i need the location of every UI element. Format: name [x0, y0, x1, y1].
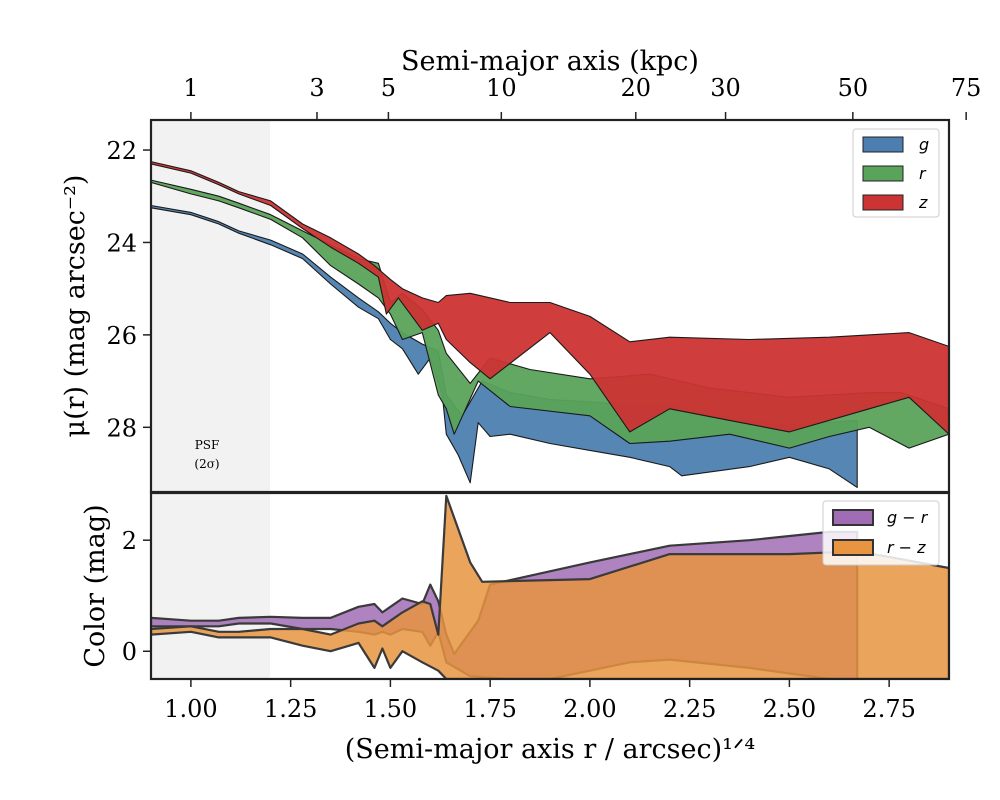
legend-swatch-z [862, 194, 904, 211]
bottom-axis-tick-label: 2.25 [663, 695, 716, 723]
bottom-axis-tick-label: 2.50 [763, 695, 816, 723]
bottom-panel-frame [149, 491, 951, 681]
legend-label-r: r [919, 164, 927, 183]
top-axis-tick-label: 1 [183, 74, 198, 102]
legend-swatch-g-r [832, 509, 874, 526]
top-panel-ylabel: μ(r) (mag arcsec⁻²) [60, 175, 91, 438]
bottom-axis-tick-label: 2.75 [862, 695, 915, 723]
psf-label-line2: (2σ) [194, 457, 219, 471]
bottom-panel-ytick-label: 2 [122, 527, 137, 555]
top-panel-ytick-label: 24 [106, 229, 137, 257]
bottom-panel-ylabel: Color (mag) [80, 504, 111, 667]
top-axis-tick-label: 30 [710, 74, 741, 102]
psf-label-line1: PSF [195, 438, 220, 452]
bottom-axis-label: (Semi-major axis r / arcsec)¹ᐟ⁴ [345, 734, 755, 765]
bottom-axis-tick-label: 1.25 [264, 695, 317, 723]
bottom-axis-tick-label: 1.00 [164, 695, 217, 723]
top-legend: g r z [852, 128, 940, 218]
bottom-axis-tick-label: 1.50 [364, 695, 417, 723]
legend-swatch-g [862, 136, 904, 153]
legend-label-r-z: r − z [887, 538, 926, 557]
bottom-axis-tick-label: 1.75 [463, 695, 516, 723]
top-axis-label: Semi-major axis (kpc) [401, 46, 699, 77]
top-axis-tick-label: 10 [486, 74, 517, 102]
legend-swatch-r-z [832, 539, 874, 556]
bottom-panel-ytick-label: 0 [122, 638, 137, 666]
legend-label-g-r: g − r [887, 508, 929, 527]
top-axis-tick-label: 20 [621, 74, 652, 102]
legend-label-z: z [918, 193, 928, 212]
top-axis-tick-label: 3 [309, 74, 324, 102]
psf-shade-bottom [151, 493, 270, 679]
bottom-legend: g − r r − z [822, 500, 940, 566]
top-panel-ytick-label: 28 [106, 414, 137, 442]
top-axis-tick-label: 50 [838, 74, 869, 102]
top-panel-ytick-label: 26 [106, 322, 137, 350]
top-axis-tick-label: 75 [951, 74, 982, 102]
bottom-axis-tick-label: 2.00 [563, 695, 616, 723]
legend-swatch-r [862, 165, 904, 182]
top-axis-tick-label: 5 [381, 74, 396, 102]
legend-label-g: g [919, 135, 929, 154]
band-z [151, 161, 949, 435]
top-panel-ytick-label: 22 [106, 137, 137, 165]
psf-shade-top [151, 120, 270, 492]
